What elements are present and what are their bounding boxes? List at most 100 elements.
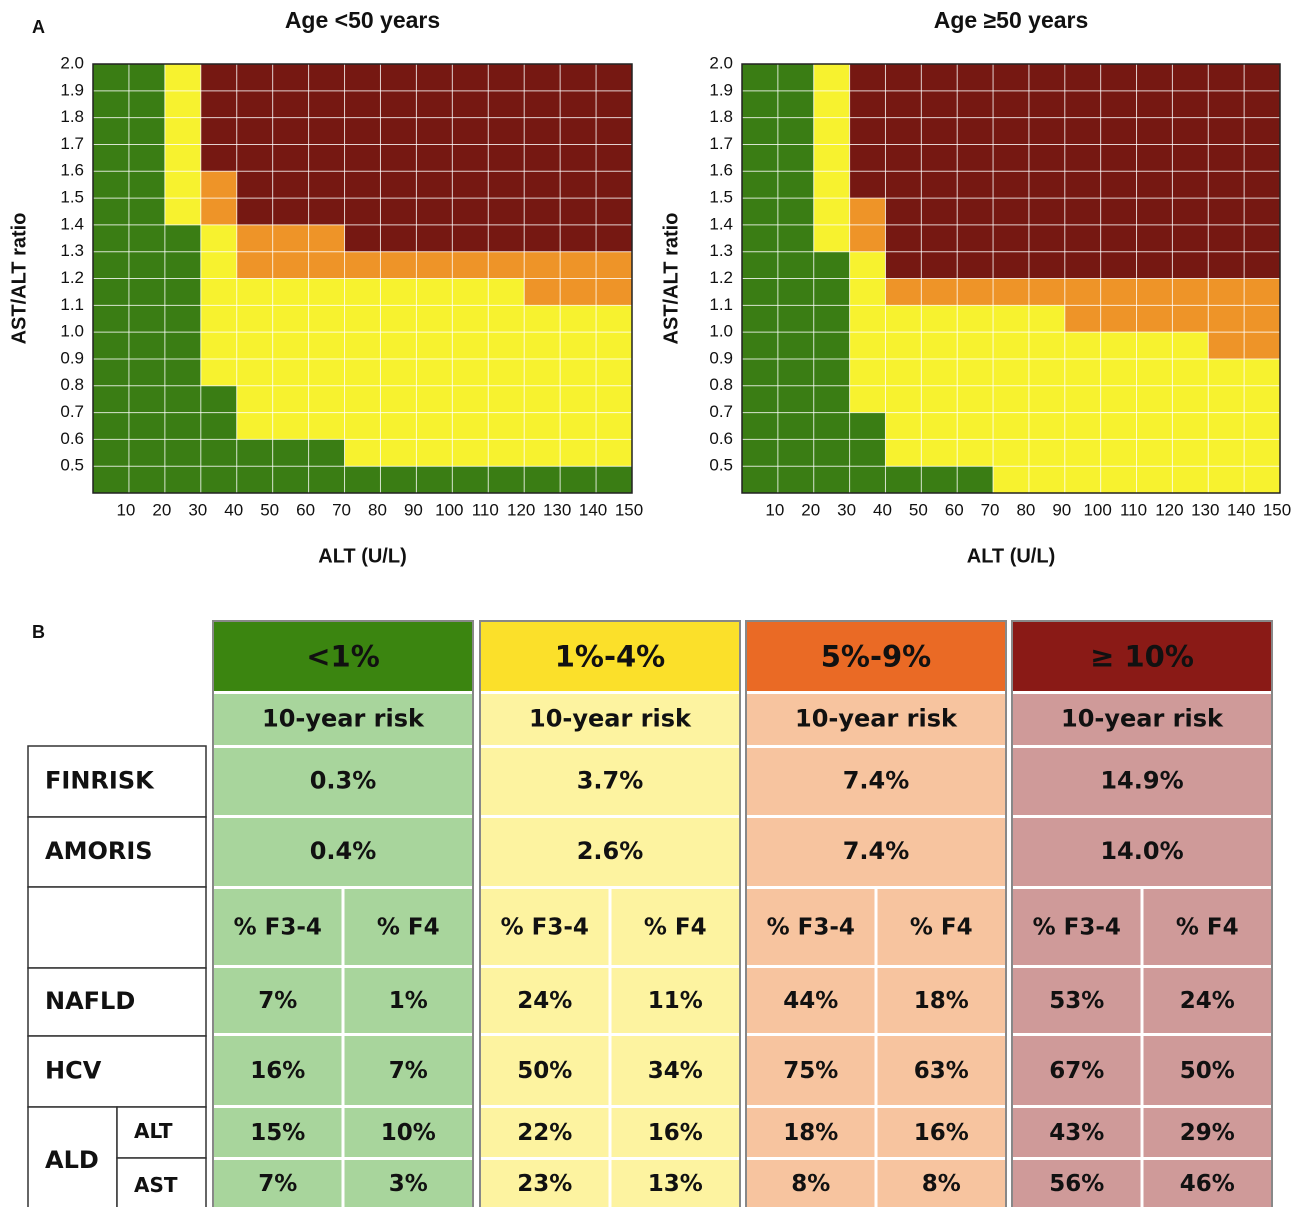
heatmap-cell <box>560 412 597 440</box>
fibrosis-value: 29% <box>1180 1120 1235 1146</box>
heatmap-cell <box>272 466 309 494</box>
heatmap-cell <box>742 64 779 92</box>
x-tick-label: 120 <box>507 500 535 519</box>
heatmap-cell <box>742 305 779 333</box>
heatmap-cell <box>885 332 922 360</box>
heatmap-cell <box>921 412 958 440</box>
table-cell <box>481 1160 609 1207</box>
heatmap-cell <box>416 385 453 413</box>
y-tick-label: 1.3 <box>60 241 84 260</box>
heatmap-cell <box>885 117 922 145</box>
fibrosis-value: 10% <box>381 1120 436 1146</box>
heatmap-cell <box>236 144 274 172</box>
row-label-box <box>116 1157 207 1207</box>
heatmap-cell <box>344 144 381 172</box>
fibrosis-value: 50% <box>1180 1058 1235 1084</box>
heatmap-cell <box>742 251 779 279</box>
heatmap-cell <box>596 144 633 172</box>
heatmap-cell <box>885 64 922 92</box>
x-tick-label: 20 <box>801 500 820 519</box>
heatmap-cell <box>308 144 345 172</box>
heatmap-cell <box>885 385 922 413</box>
table-cell <box>481 748 739 815</box>
heatmap-cell <box>885 439 922 467</box>
heatmap-cell <box>560 251 597 279</box>
heatmap-cell <box>308 251 345 279</box>
heatmap-cell <box>849 358 886 387</box>
heatmap-cell <box>1172 278 1209 306</box>
heatmap-cell <box>452 358 489 387</box>
heatmap-cell <box>993 412 1030 440</box>
subheader: 10-year risk <box>529 705 692 733</box>
group-header <box>214 622 472 691</box>
heatmap-cell <box>1208 385 1245 413</box>
heatmap-cell <box>1244 117 1281 145</box>
heatmap-cell <box>957 171 994 199</box>
table-cell <box>344 889 472 965</box>
heatmap-cell <box>777 305 815 333</box>
heatmap-cell <box>1100 439 1137 467</box>
heatmap-cell <box>524 64 561 92</box>
y-tick-label: 1.9 <box>60 80 84 99</box>
fibrosis-value: 13% <box>648 1171 703 1197</box>
table-cell <box>747 1108 875 1157</box>
heatmap-cell <box>1172 90 1209 119</box>
y-tick-label: 0.8 <box>60 375 84 394</box>
heatmap-cell <box>1028 358 1066 387</box>
heatmap-cell <box>1244 305 1281 333</box>
heatmap-cell <box>164 305 202 333</box>
heatmap-cell <box>236 385 274 413</box>
heatmap-cell <box>957 439 994 467</box>
chart-title: Age <50 years <box>285 7 440 33</box>
y-tick-label: 0.6 <box>60 429 84 448</box>
heatmap-cell <box>1064 278 1102 306</box>
group-header <box>1013 622 1271 691</box>
risk-value: 0.4% <box>310 837 377 865</box>
heatmap-cell <box>777 278 815 306</box>
heatmap-cell <box>777 64 815 92</box>
heatmap-cell <box>777 251 815 279</box>
heatmap-cell <box>742 171 779 199</box>
heatmap-cell <box>560 358 597 387</box>
x-tick-label: 140 <box>579 500 607 519</box>
heatmap-cell <box>380 117 417 145</box>
heatmap-cell <box>742 332 779 360</box>
heatmap-cell <box>1100 117 1137 145</box>
heatmap-cell <box>164 224 202 253</box>
heatmap-cell <box>742 198 779 226</box>
heatmap-cell <box>993 224 1030 253</box>
heatmap-cell <box>452 332 489 360</box>
heatmap-cell <box>164 278 202 306</box>
fibrosis-value: 18% <box>783 1120 838 1146</box>
y-tick-label: 1.2 <box>60 268 84 287</box>
heatmap-cell <box>488 64 525 92</box>
heatmap-cell <box>921 90 958 119</box>
fibrosis-value: 3% <box>389 1171 428 1197</box>
heatmap-cell <box>380 466 417 494</box>
heatmap-cell <box>813 412 850 440</box>
heatmap-cell <box>596 439 633 467</box>
heatmap-cell <box>344 305 381 333</box>
heatmap-cell <box>813 305 850 333</box>
heatmap-cell <box>560 278 597 306</box>
heatmap-cell <box>560 305 597 333</box>
heatmap-cell <box>1244 385 1281 413</box>
heatmap-cell <box>128 439 166 467</box>
heatmap-cell <box>200 332 238 360</box>
table-cell <box>344 1160 472 1207</box>
heatmap-cell <box>1028 439 1066 467</box>
heatmap-cell <box>993 90 1030 119</box>
table-cell <box>1143 968 1271 1033</box>
table-cell <box>611 1108 739 1157</box>
heatmap-cell <box>596 332 633 360</box>
heatmap-cell <box>164 439 202 467</box>
heatmap-cell <box>272 278 309 306</box>
heatmap-cell <box>1028 117 1066 145</box>
heatmap-cell <box>1172 385 1209 413</box>
heatmap-cell <box>1244 144 1281 172</box>
heatmap-cell <box>849 439 886 467</box>
heatmap-cell <box>452 278 489 306</box>
heatmap-cell <box>416 117 453 145</box>
heatmap-cell <box>1028 144 1066 172</box>
